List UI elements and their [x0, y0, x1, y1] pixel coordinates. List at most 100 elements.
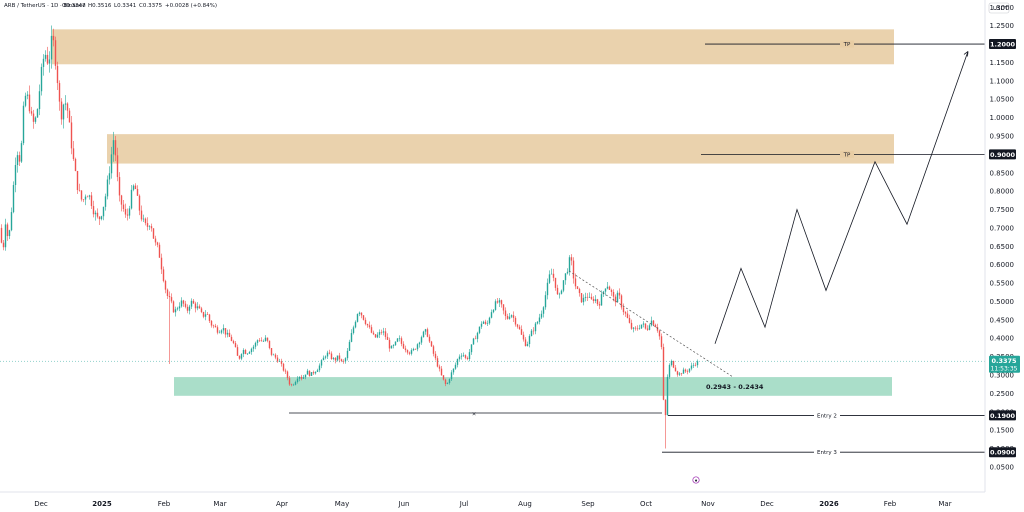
symbol-title: ARB / TetherUS · 1D · Binance	[4, 3, 86, 9]
entry3-price-tag-bg	[989, 447, 1016, 458]
candle-body-296	[590, 296, 593, 299]
candle-body-59	[116, 155, 119, 178]
y-tick-15: 0.5500	[990, 280, 1015, 288]
candle-body-218	[434, 353, 437, 359]
candle-body-41	[80, 190, 83, 200]
candle-body-39	[76, 170, 79, 191]
candle-body-317	[632, 327, 635, 329]
candle-body-238	[474, 338, 477, 340]
candle-body-157	[312, 372, 315, 374]
ohlc-change: +0.0028 (+0.84%)	[165, 3, 217, 9]
candle-body-57	[112, 140, 115, 155]
candle-body-43	[84, 196, 87, 200]
x-tick-4: Apr	[276, 500, 288, 508]
x-tick-5: May	[335, 500, 349, 508]
y-tick-14: 0.6000	[990, 261, 1015, 269]
candle-body-220	[438, 366, 441, 369]
candle-body-25	[48, 59, 51, 64]
time-axis[interactable]: Dec 2025 Feb Mar Apr May Jun Jul Aug Sep Oct Nov Dec…	[0, 491, 985, 508]
ohlc-close: C0.3375	[139, 3, 163, 9]
candle-body-24	[46, 54, 49, 64]
candle-body-309	[616, 292, 619, 303]
candle-body-177	[352, 327, 355, 334]
candle-body-115	[228, 332, 231, 337]
candle-body-33	[64, 103, 67, 105]
candle-body-80	[158, 244, 161, 258]
candle-body-69	[136, 189, 139, 196]
candle-body-159	[316, 370, 319, 372]
candle-body-342	[682, 369, 685, 374]
candle-body-288	[574, 278, 577, 287]
candle-body-262	[522, 334, 525, 340]
ohlc-high: H0.3516	[88, 3, 112, 9]
candle-body-314	[626, 313, 629, 318]
currency-badge-box[interactable]	[988, 2, 1010, 14]
candle-body-47	[92, 206, 95, 215]
candle-body-241	[480, 323, 483, 327]
candle-body-183	[364, 319, 367, 324]
candle-body-209	[416, 344, 419, 350]
candle-body-1	[0, 227, 3, 243]
candle-body-240	[478, 326, 481, 333]
candle-body-51	[100, 216, 103, 220]
candle-body-249	[496, 301, 499, 303]
candle-body-305	[608, 286, 611, 290]
candle-body-225	[448, 379, 451, 384]
candle-body-17	[32, 113, 35, 122]
candle-body-98	[194, 303, 197, 309]
candle-body-146	[290, 384, 293, 386]
candle-body-5	[8, 230, 11, 237]
candle-body-72	[142, 218, 145, 220]
candle-body-308	[614, 296, 617, 303]
candle-body-184	[366, 323, 369, 326]
candle-body-246	[490, 312, 493, 318]
candle-body-234	[466, 357, 469, 359]
candle-body-35	[68, 110, 71, 123]
y-tick-18: 0.4000	[990, 335, 1015, 343]
y-tick-6: 1.0000	[990, 114, 1015, 122]
plot-area	[0, 0, 985, 492]
candle-body-131	[260, 340, 263, 342]
candle-body-244	[486, 323, 489, 324]
currency-badge[interactable]: USDT	[988, 2, 1010, 14]
candle-body-239	[476, 332, 479, 339]
x-tick-9: Sep	[581, 500, 595, 508]
y-tick-3: 1.1500	[990, 59, 1015, 67]
candle-body-145	[288, 378, 291, 385]
candle-body-245	[488, 317, 491, 324]
candle-body-231	[460, 355, 463, 357]
candle-body-286	[570, 257, 573, 261]
y-tick-5: 1.0500	[990, 96, 1015, 104]
candle-body-90	[178, 306, 181, 309]
candle-body-228	[454, 364, 457, 369]
candle-body-167	[332, 358, 335, 359]
entry3-price-tag: 0.0900	[990, 449, 1016, 457]
candle-body-311	[620, 295, 623, 308]
candle-body-276	[550, 273, 553, 275]
candle-body-208	[414, 348, 417, 350]
candle-body-27	[52, 35, 55, 41]
candle-body-166	[330, 353, 333, 359]
candle-body-49	[96, 212, 99, 217]
candle-body-132	[262, 340, 265, 342]
candle-body-277	[552, 273, 555, 278]
candle-body-316	[630, 322, 633, 329]
candle-body-66	[130, 189, 133, 209]
candle-body-271	[540, 313, 543, 318]
projection-path	[714, 51, 969, 344]
candle-body-70	[138, 195, 141, 211]
candle-body-278	[554, 277, 557, 288]
candle-body-210	[418, 342, 421, 345]
candle-body-187	[372, 332, 375, 335]
y-tick-20: 0.3000	[990, 371, 1015, 379]
candle-body-120	[238, 355, 241, 359]
candle-body-163	[324, 356, 327, 358]
candle-body-237	[472, 338, 475, 345]
candle-body-253	[504, 310, 507, 317]
candle-body-6	[10, 212, 13, 231]
candle-body-299	[596, 299, 599, 305]
candle-body-274	[546, 282, 549, 296]
candle-body-181	[360, 312, 363, 316]
candle-body-76	[150, 226, 153, 229]
